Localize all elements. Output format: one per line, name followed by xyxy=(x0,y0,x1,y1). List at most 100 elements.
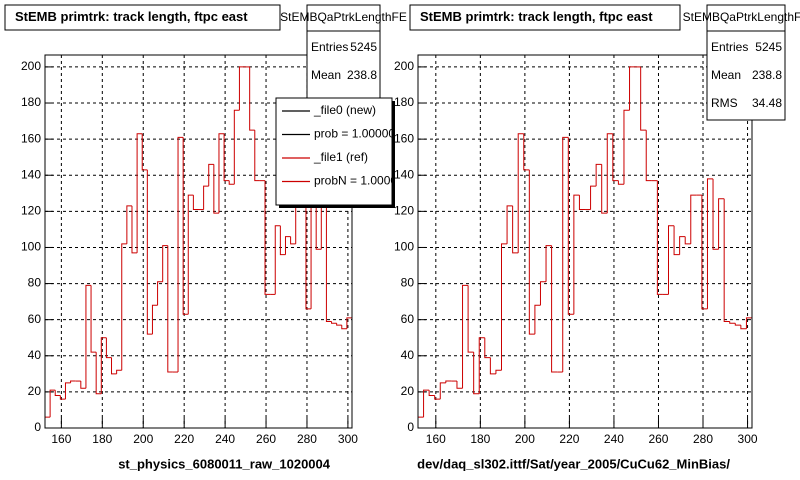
y-tick-label: 40 xyxy=(28,348,42,362)
x-tick-label: 280 xyxy=(693,432,713,446)
plot-frame xyxy=(44,54,353,429)
stats-name: StEMBQaPtrkLengthFE xyxy=(280,10,407,24)
histogram-bin xyxy=(439,382,446,400)
histogram-bin xyxy=(90,285,97,353)
histogram-bin xyxy=(228,180,235,185)
y-tick-label: 160 xyxy=(394,131,414,145)
histogram-bin xyxy=(116,369,122,374)
plot-frame xyxy=(417,54,753,429)
x-tick-label: 300 xyxy=(338,432,358,446)
histogram-bin xyxy=(80,381,86,389)
x-axis-label: st_physics_6080011_raw_1020004 xyxy=(118,456,331,471)
x-tick-label: 260 xyxy=(256,432,276,446)
histogram-bin xyxy=(341,325,347,330)
histogram-bin xyxy=(336,323,342,326)
histogram-bin xyxy=(167,245,173,373)
x-tick-label: 300 xyxy=(738,432,758,446)
histogram-bin xyxy=(512,205,519,254)
y-tick-label: 60 xyxy=(401,312,415,326)
stats-label: Mean xyxy=(711,68,741,82)
histogram-bin xyxy=(70,380,76,383)
y-tick-label: 160 xyxy=(21,131,41,145)
histogram-bin xyxy=(734,323,741,326)
histogram-bin xyxy=(208,163,214,187)
histogram-bin xyxy=(551,245,558,373)
histogram-bin xyxy=(673,225,680,256)
histogram-bin xyxy=(467,285,474,353)
chart-title: StEMB primtrk: track length, ftpc east xyxy=(420,9,653,24)
histogram-bin xyxy=(434,395,441,400)
histogram-bin xyxy=(85,284,92,389)
y-tick-label: 100 xyxy=(394,240,414,254)
legend: _file0 (new) prob = 1.000000 _file1 (ref) p… xyxy=(282,103,392,188)
histogram-bin xyxy=(126,205,132,244)
histogram-bin xyxy=(601,164,608,214)
histogram-bin xyxy=(645,130,652,182)
histogram-bin xyxy=(590,185,597,210)
histogram-bin xyxy=(706,178,714,309)
histogram-bin xyxy=(478,337,485,394)
histogram-bin xyxy=(539,281,547,306)
histogram-bin xyxy=(506,205,513,244)
stats-box xyxy=(306,4,381,101)
histogram-bin xyxy=(54,390,61,397)
legend-label: _file0 (new) xyxy=(313,103,376,117)
y-tick-label: 100 xyxy=(21,240,41,254)
histogram-bin xyxy=(151,304,158,335)
histogram-bin xyxy=(456,381,463,389)
title-box xyxy=(4,4,281,31)
histogram-bin xyxy=(617,180,624,185)
x-tick-label: 280 xyxy=(297,432,317,446)
histogram-bin xyxy=(606,133,613,214)
stats-value: 5245 xyxy=(350,40,377,54)
histogram-bin xyxy=(701,195,708,310)
x-tick-label: 240 xyxy=(604,432,624,446)
histogram-bin xyxy=(131,205,138,254)
y-tick-label: 0 xyxy=(407,420,414,434)
legend-box xyxy=(275,97,393,206)
histogram-bin xyxy=(111,357,117,375)
histogram-bin xyxy=(249,66,255,131)
stats-name: StEMBQaPtrkLengthFE xyxy=(683,10,800,24)
histogram-bin xyxy=(136,133,143,253)
histogram-bin xyxy=(274,225,281,295)
stats-label: RMS xyxy=(711,96,738,110)
histogram-bin xyxy=(187,194,194,315)
histogram-bin xyxy=(501,243,508,371)
histogram-bin xyxy=(64,382,71,400)
histogram-bin xyxy=(484,337,491,359)
histogram-bin xyxy=(668,225,675,295)
histogram-bin xyxy=(238,66,245,111)
histogram-bin xyxy=(264,180,271,295)
title-box xyxy=(409,4,681,31)
histogram-bin xyxy=(595,163,602,187)
histogram-bin xyxy=(473,352,480,395)
histogram-bin xyxy=(740,325,747,330)
y-tick-label: 120 xyxy=(21,204,41,218)
y-tick-label: 120 xyxy=(394,204,414,218)
x-tick-label: 220 xyxy=(559,432,579,446)
x-tick-label: 180 xyxy=(470,432,490,446)
stats-value: 238.8 xyxy=(347,68,377,82)
histogram-bin xyxy=(690,194,697,244)
histogram-bin xyxy=(612,133,619,182)
y-tick-label: 60 xyxy=(28,312,42,326)
y-tick-label: 200 xyxy=(394,59,414,73)
histogram-bin xyxy=(723,198,730,322)
stats-value: 238.8 xyxy=(752,68,782,82)
stats-value: 5245 xyxy=(755,40,782,54)
histogram-bin xyxy=(712,178,719,250)
histogram-bin xyxy=(192,195,199,211)
y-tick-label: 20 xyxy=(401,384,415,398)
histogram-bin xyxy=(445,380,452,383)
legend-label: _file1 (ref) xyxy=(313,150,368,164)
histogram-bin xyxy=(545,245,552,282)
histogram-bin xyxy=(218,133,225,214)
histogram-bin xyxy=(729,321,736,324)
histogram-bin xyxy=(49,389,56,418)
y-tick-label: 80 xyxy=(28,276,42,290)
histogram-bin xyxy=(428,390,435,397)
histogram-bin xyxy=(534,304,541,335)
histogram-bin xyxy=(305,195,312,310)
